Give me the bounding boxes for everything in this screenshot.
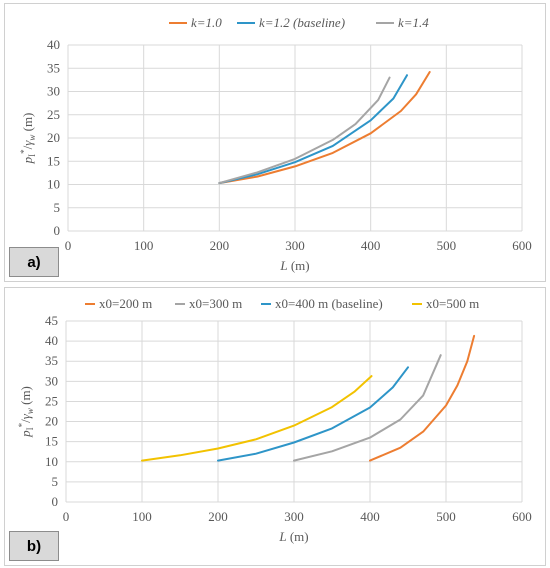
legend-label-b-3: x0=400 m (baseline) [275, 296, 383, 311]
legend-label-b-2: x0=300 m [189, 296, 242, 311]
series-line-b-2 [293, 354, 442, 462]
legend-label-b-4: x0=500 m [426, 296, 479, 311]
chart-b: 0 5 10 15 20 25 30 35 40 45 0 100 200 300 400 500 600 L (… [17, 296, 532, 544]
series-line-b-1 [369, 334, 476, 462]
series-line-b-3 [217, 366, 409, 462]
y-tick-label: 5 [54, 200, 61, 215]
y-tick-label: 20 [45, 414, 58, 429]
y-tick-label: 40 [45, 333, 58, 348]
legend-label-b-1: x0=200 m [99, 296, 152, 311]
legend-label-a-2: k=1.2 (baseline) [259, 15, 345, 30]
x-tick-label: 500 [437, 238, 457, 253]
y-tick-label: 15 [47, 153, 60, 168]
x-axis-label: L (m) [278, 529, 308, 544]
y-tick-label: 30 [45, 373, 58, 388]
y-tick-label: 35 [47, 60, 60, 75]
y-tick-label: 25 [47, 107, 60, 122]
x-tick-label: 400 [360, 509, 380, 524]
y-tick-label: 45 [45, 313, 58, 328]
chart-panel-a: 0 5 10 15 20 25 30 35 40 0 100 200 300 400 500 600 L (m)… [4, 3, 546, 282]
x-tick-label: 500 [436, 509, 456, 524]
y-axis-label: pI*/γw (m) [19, 113, 37, 165]
series-line-a-2 [218, 74, 408, 185]
y-tick-label: 0 [52, 494, 59, 509]
y-tick-label: 30 [47, 84, 60, 99]
series-line-a-3 [218, 76, 391, 185]
y-tick-label: 35 [45, 353, 58, 368]
x-tick-label: 600 [512, 509, 532, 524]
y-tick-label: 10 [45, 454, 58, 469]
panel-label-b: b) [9, 531, 59, 561]
y-tick-label: 20 [47, 130, 60, 145]
x-tick-label: 400 [361, 238, 381, 253]
legend-label-a-1: k=1.0 [191, 15, 222, 30]
y-tick-label: 0 [54, 223, 61, 238]
legend-label-a-3: k=1.4 [398, 15, 429, 30]
y-tick-label: 15 [45, 434, 58, 449]
chart-panel-b: 0 5 10 15 20 25 30 35 40 45 0 100 200 300 400 500 600 L (… [4, 287, 546, 566]
panel-label-a: a) [9, 247, 59, 277]
y-tick-label: 5 [52, 474, 59, 489]
x-tick-label: 100 [132, 509, 152, 524]
x-tick-label: 200 [208, 509, 228, 524]
series-line-b-4 [141, 375, 373, 462]
x-tick-label: 0 [65, 238, 72, 253]
x-tick-label: 300 [285, 238, 305, 253]
series-line-a-1 [218, 71, 431, 185]
y-tick-label: 25 [45, 393, 58, 408]
y-axis-label: pI*/γw (m) [17, 386, 35, 438]
y-tick-label: 10 [47, 177, 60, 192]
y-tick-label: 40 [47, 37, 60, 52]
x-tick-label: 300 [284, 509, 304, 524]
x-tick-label: 0 [63, 509, 70, 524]
x-tick-label: 600 [512, 238, 532, 253]
x-tick-label: 200 [210, 238, 230, 253]
x-axis-label: L (m) [279, 258, 309, 273]
x-tick-label: 100 [134, 238, 154, 253]
